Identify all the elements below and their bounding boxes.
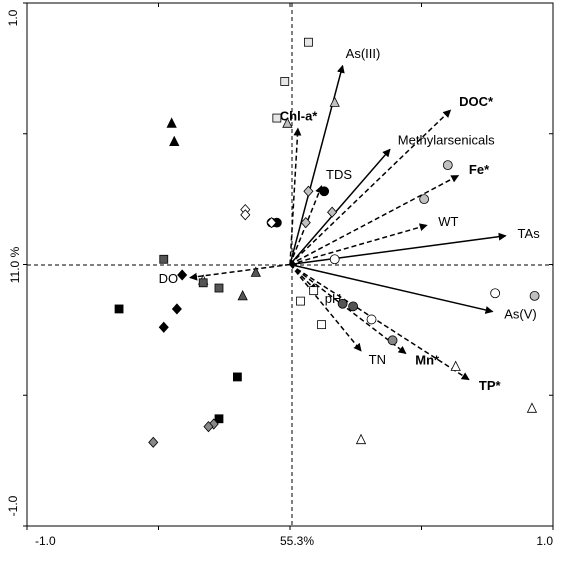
y-tick-label-max: 1.0 [6, 9, 20, 26]
sample-point-triangle [282, 117, 293, 128]
sample-point-square [304, 37, 313, 47]
vector-label-do: DO [159, 271, 179, 286]
vector-arrow-methylarsenicals [289, 148, 391, 265]
vector-label-tas: TAs [518, 226, 541, 241]
sample-point-square [296, 296, 305, 306]
sample-point-circle [387, 335, 398, 346]
sample-point-circle [348, 301, 359, 312]
vector-label-doc: DOC* [459, 94, 494, 109]
vector-arrow-tas [289, 232, 507, 266]
sample-point-diamond [303, 185, 314, 197]
vector-label-wt: WT [438, 214, 458, 229]
vector-arrow-tn [289, 264, 362, 352]
sample-point-square [214, 414, 224, 424]
sample-point-triangle [237, 289, 248, 301]
sample-point-triangle [250, 266, 261, 277]
vector-label-methylarsenicals: Methylarsenicals [398, 132, 495, 147]
sample-point-diamond [266, 217, 277, 229]
sample-point-triangle [526, 402, 538, 413]
sample-point-diamond [240, 209, 251, 221]
vector-arrow-as-v [289, 263, 494, 314]
y-tick-label-min: -1.0 [6, 495, 20, 516]
points-layer [114, 37, 540, 448]
sample-point-circle [329, 254, 340, 265]
sample-point-square [159, 254, 169, 264]
vector-arrow-mn [289, 263, 407, 355]
sample-point-circle [319, 186, 330, 197]
vector-label-tds: TDS [326, 167, 352, 182]
sample-point-circle [490, 288, 501, 299]
vector-arrow-do [189, 263, 291, 281]
sample-point-square [317, 320, 326, 330]
sample-point-square [114, 304, 124, 314]
vector-label-tn: TN [369, 352, 386, 367]
vector-label-tp: TP* [479, 378, 502, 393]
vector-label-as-iii: As(III) [346, 46, 381, 61]
vector-arrow-tp [289, 263, 470, 381]
vector-arrow-fe [289, 174, 460, 266]
x-tick-label-max: 1.0 [536, 534, 553, 548]
sample-point-circle [337, 298, 348, 309]
vector-label-fe: Fe* [469, 162, 490, 177]
labels-layer: -1.0 1.0 55.3% 1.0 -1.0 11.0 % [6, 9, 553, 548]
vectors-layer: As(III) DOC* Chl-a* Methylarsenicals Fe* TDS W… [159, 46, 541, 393]
sample-point-triangle [355, 433, 367, 445]
sample-point-diamond [148, 436, 159, 448]
x-tick-label-min: -1.0 [35, 534, 56, 548]
sample-point-square [198, 278, 208, 288]
vector-label-as-v: As(V) [504, 306, 537, 321]
sample-point-diamond [203, 421, 214, 433]
ticks-layer [23, 2, 554, 530]
sample-point-triangle [169, 135, 180, 146]
sample-point-square [309, 286, 319, 296]
sample-point-diamond [158, 321, 169, 333]
sample-point-triangle [450, 360, 461, 371]
sample-point-square [280, 77, 290, 86]
sample-point-diamond [327, 206, 338, 218]
vector-label-chl-a: Chl-a* [280, 109, 319, 124]
y-axis-label: 11.0 % [8, 246, 22, 283]
sample-point-square [232, 372, 242, 382]
sample-point-diamond [177, 269, 188, 281]
sample-point-diamond [171, 303, 182, 315]
vector-arrow-ph [289, 263, 318, 292]
sample-point-square [214, 283, 224, 293]
x-axis-label: 55.3% [280, 534, 314, 548]
vector-arrow-chl-a [289, 127, 302, 265]
sample-point-diamond [300, 217, 311, 229]
vector-arrow-doc [289, 109, 452, 266]
sample-point-circle [419, 194, 430, 205]
sample-point-square [272, 113, 282, 123]
sample-point-circle [442, 160, 453, 171]
sample-point-circle [529, 290, 540, 301]
sample-point-triangle [166, 117, 177, 128]
sample-point-triangle [329, 96, 340, 107]
sample-point-circle [366, 314, 377, 325]
vector-label-mn: Mn* [415, 353, 440, 368]
